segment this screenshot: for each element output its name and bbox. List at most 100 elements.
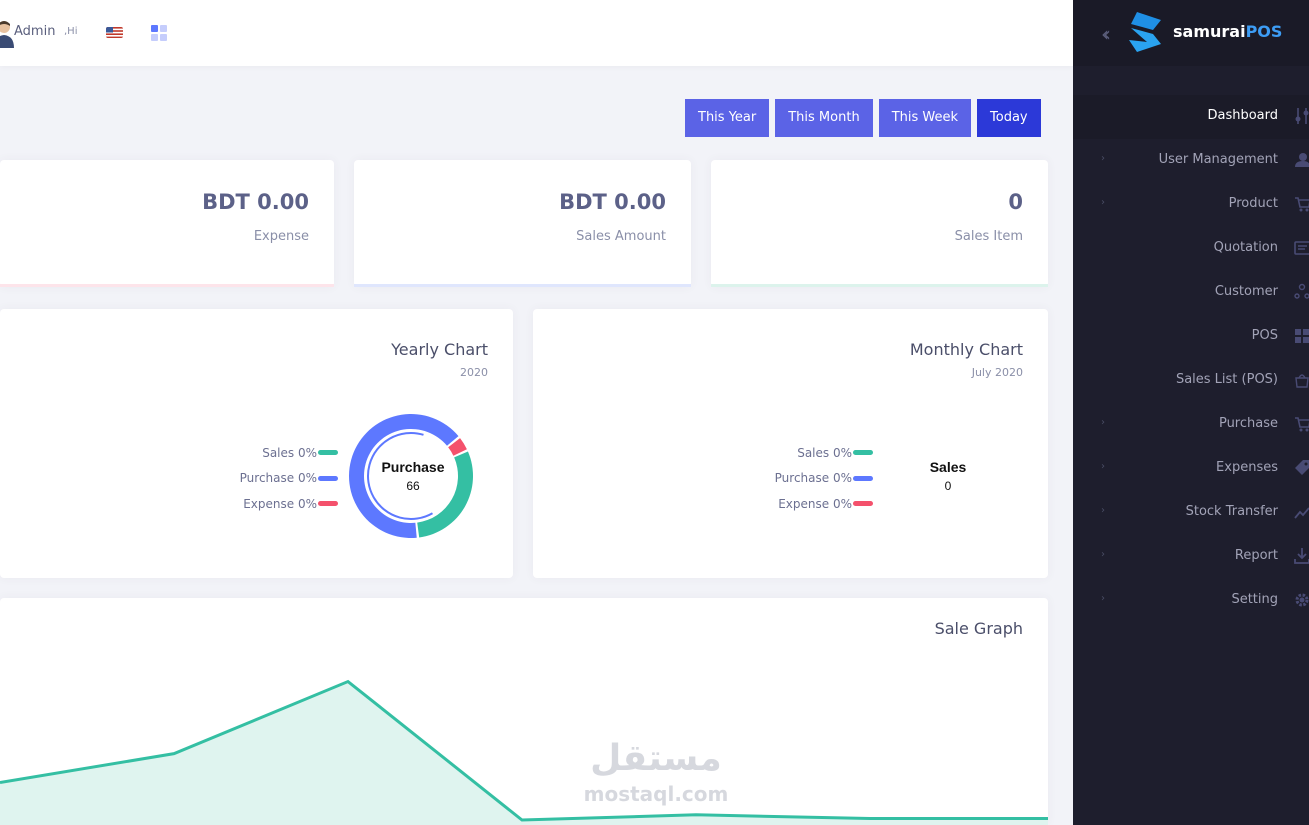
sidebar-item-label: Report bbox=[1234, 548, 1278, 563]
legend-item-expense: Expense 0% bbox=[733, 491, 873, 517]
legend-swatch-purchase bbox=[853, 475, 873, 481]
yearly-donut-chart[interactable] bbox=[345, 409, 477, 543]
brand-bar: ‹‹ samuraiPOS bbox=[1073, 0, 1309, 66]
sidebar-item-stock-transfer[interactable]: › Stock Transfer bbox=[1073, 491, 1309, 535]
chevron-right-icon: › bbox=[1101, 593, 1105, 604]
sidebar-item-product[interactable]: › Product bbox=[1073, 183, 1309, 227]
legend-swatch-expense bbox=[318, 501, 338, 507]
monthly-chart-subtitle: July 2020 bbox=[971, 366, 1023, 379]
chevron-right-icon: › bbox=[1101, 197, 1105, 208]
trend-icon bbox=[1294, 503, 1309, 521]
monthly-chart-card: Monthly Chart July 2020 Sales 0% Purchas… bbox=[533, 309, 1048, 578]
chevron-right-icon: › bbox=[1101, 549, 1105, 560]
expense-label: Expense bbox=[253, 229, 309, 244]
tag-icon bbox=[1294, 459, 1309, 477]
sidebar-item-customer[interactable]: Customer bbox=[1073, 271, 1309, 315]
legend-item-expense: Expense 0% bbox=[198, 491, 338, 517]
sale-graph-title: Sale Graph bbox=[934, 619, 1023, 638]
us-flag-icon[interactable] bbox=[106, 27, 123, 38]
watermark-arabic: مستقل bbox=[590, 738, 722, 779]
donut-slice-sales[interactable] bbox=[417, 451, 473, 538]
sidebar-nav: Dashboard › User Management › Product Qu… bbox=[1073, 95, 1309, 623]
samurai-logo-icon[interactable] bbox=[1123, 10, 1167, 54]
yearly-chart-card: Yearly Chart 2020 Sales 0% Purchase 0% E… bbox=[0, 309, 513, 578]
donut-center-value: 0 bbox=[944, 479, 952, 493]
today-button[interactable]: Today bbox=[977, 99, 1041, 137]
sidebar-item-quotation[interactable]: Quotation bbox=[1073, 227, 1309, 271]
brand-name-main: samurai bbox=[1173, 22, 1246, 41]
sidebar-item-setting[interactable]: › Setting bbox=[1073, 579, 1309, 623]
sidebar-item-label: Product bbox=[1228, 196, 1278, 211]
sidebar-item-label: Dashboard bbox=[1207, 108, 1278, 123]
legend-item-purchase: Purchase 0% bbox=[198, 466, 338, 492]
donut-slice-purchase[interactable] bbox=[349, 414, 459, 538]
sidebar-item-label: POS bbox=[1251, 328, 1278, 343]
donut-slice-expense[interactable] bbox=[448, 438, 467, 456]
legend-swatch-sales bbox=[853, 450, 873, 456]
yearly-chart-title: Yearly Chart bbox=[391, 340, 488, 359]
apps-grid-icon[interactable] bbox=[151, 25, 167, 41]
sidebar-item-expenses[interactable]: › Expenses bbox=[1073, 447, 1309, 491]
legend-item-sales: Sales 0% bbox=[733, 440, 873, 466]
legend-swatch-expense bbox=[853, 501, 873, 507]
legend-label: Expense 0% bbox=[778, 496, 852, 511]
sales-item-label: Sales Item bbox=[954, 229, 1023, 244]
user-avatar[interactable] bbox=[0, 18, 14, 48]
sidebar-item-purchase[interactable]: › Purchase bbox=[1073, 403, 1309, 447]
sidebar-item-label: Stock Transfer bbox=[1185, 504, 1278, 519]
date-filter-group: This Year This Month This Week Today bbox=[685, 99, 1041, 137]
this-year-button[interactable]: This Year bbox=[685, 99, 770, 137]
sale-line bbox=[0, 679, 1048, 822]
top-header: Admin ,Hi bbox=[0, 0, 1073, 66]
chevron-right-icon: › bbox=[1101, 153, 1105, 164]
users-icon bbox=[1294, 151, 1309, 169]
grid-icon bbox=[1294, 327, 1309, 345]
legend-item-purchase: Purchase 0% bbox=[733, 466, 873, 492]
sidebar-item-pos[interactable]: POS bbox=[1073, 315, 1309, 359]
chevron-right-icon: › bbox=[1101, 461, 1105, 472]
sidebar-item-report[interactable]: › Report bbox=[1073, 535, 1309, 579]
sidebar-item-user-management[interactable]: › User Management bbox=[1073, 139, 1309, 183]
expense-value: BDT 0.00 bbox=[202, 190, 309, 214]
brand-name[interactable]: samuraiPOS bbox=[1173, 22, 1282, 41]
sidebar-item-label: Setting bbox=[1231, 592, 1278, 607]
sidebar-item-label: Customer bbox=[1214, 284, 1278, 299]
legend-swatch-sales bbox=[318, 450, 338, 456]
sliders-icon bbox=[1294, 107, 1309, 125]
monthly-chart-legend: Sales 0% Purchase 0% Expense 0% bbox=[733, 440, 873, 517]
this-month-button[interactable]: This Month bbox=[775, 99, 873, 137]
user-name[interactable]: Admin bbox=[14, 24, 56, 39]
sidebar-item-label: Purchase bbox=[1218, 416, 1278, 431]
sales-amount-accent-line bbox=[354, 284, 691, 287]
watermark-latin: mostaql.com bbox=[583, 782, 729, 806]
this-week-button[interactable]: This Week bbox=[878, 99, 972, 137]
legend-item-sales: Sales 0% bbox=[198, 440, 338, 466]
yearly-chart-subtitle: 2020 bbox=[460, 366, 488, 379]
greeting-text: ,Hi bbox=[64, 26, 78, 37]
sidebar-item-label: Sales List (POS) bbox=[1175, 372, 1278, 387]
legend-label: Sales 0% bbox=[797, 445, 852, 460]
customer-icon bbox=[1294, 283, 1309, 301]
donut-center-title: Sales bbox=[929, 459, 967, 475]
expense-accent-line bbox=[0, 284, 334, 287]
sale-graph-card: Sale Graph bbox=[0, 598, 1048, 825]
collapse-sidebar-icon[interactable]: ‹‹ bbox=[1101, 22, 1111, 46]
sidebar-item-sales-list-pos[interactable]: Sales List (POS) bbox=[1073, 359, 1309, 403]
sales-amount-stat-card: BDT 0.00 Sales Amount bbox=[354, 160, 691, 287]
chevron-right-icon: › bbox=[1101, 417, 1105, 428]
gear-icon bbox=[1294, 591, 1309, 609]
sidebar-item-label: Quotation bbox=[1213, 240, 1278, 255]
sales-amount-value: BDT 0.00 bbox=[559, 190, 666, 214]
donut-center-value: 66 bbox=[406, 479, 420, 493]
sidebar-item-label: User Management bbox=[1158, 152, 1278, 167]
monthly-chart-title: Monthly Chart bbox=[909, 340, 1023, 359]
watermark: مستقل mostaql.com bbox=[576, 735, 736, 805]
sales-item-value: 0 bbox=[1008, 190, 1023, 214]
yearly-chart-legend: Sales 0% Purchase 0% Expense 0% bbox=[198, 440, 338, 517]
legend-swatch-purchase bbox=[318, 475, 338, 481]
legend-label: Purchase 0% bbox=[774, 471, 852, 486]
sidebar-item-dashboard[interactable]: Dashboard bbox=[1073, 95, 1309, 139]
sale-graph-area-chart[interactable] bbox=[0, 598, 1048, 825]
sidebar: ‹‹ samuraiPOS Dashboard › User Managemen… bbox=[1073, 0, 1309, 825]
bag-icon bbox=[1294, 371, 1309, 389]
